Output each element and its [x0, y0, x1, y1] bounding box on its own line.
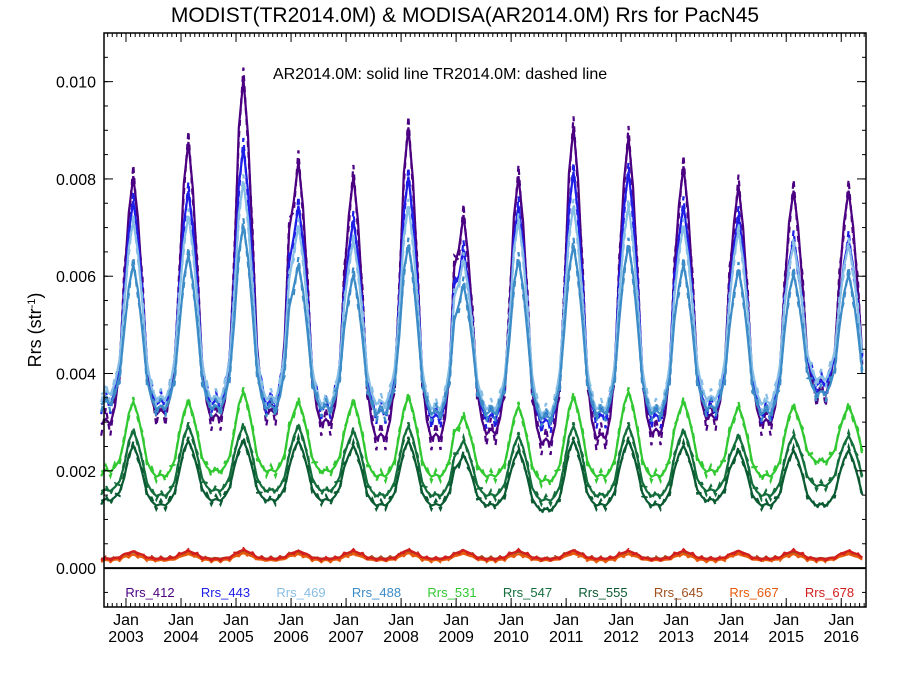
legend-entry-rrs-555: Rrs_555 — [578, 585, 627, 600]
legend-entry-rrs-678: Rrs_678 — [805, 585, 854, 600]
y-tick-label: 0.010 — [56, 75, 96, 92]
x-tick-year-label: 2007 — [328, 629, 364, 646]
x-tick-month-label: Jan — [663, 612, 689, 629]
y-axis-label-sup: -1 — [26, 299, 38, 309]
x-tick-month-label: Jan — [718, 612, 744, 629]
y-axis-label-main: Rrs (str — [25, 308, 45, 367]
x-tick-year-label: 2015 — [768, 629, 804, 646]
x-tick-month-label: Jan — [498, 612, 524, 629]
x-tick-year-label: 2012 — [603, 629, 639, 646]
x-tick-year-label: 2006 — [273, 629, 309, 646]
y-tick-label: 0.006 — [56, 269, 96, 286]
x-tick-year-label: 2010 — [493, 629, 529, 646]
x-tick-month-label: Jan — [113, 612, 139, 629]
x-tick-year-label: 2014 — [713, 629, 749, 646]
x-tick-month-label: Jan — [388, 612, 414, 629]
legend-entry-rrs-443: Rrs_443 — [201, 585, 250, 600]
chart-title: MODIST(TR2014.0M) & MODISA(AR2014.0M) Rr… — [171, 4, 759, 27]
x-tick-year-label: 2011 — [549, 629, 584, 646]
series-line-rrs-469-dashed — [100, 174, 864, 422]
x-tick-month-label: Jan — [828, 612, 854, 629]
x-tick-year-label: 2003 — [108, 629, 144, 646]
plot-frame — [103, 32, 867, 608]
series-line-rrs-547-solid — [100, 423, 864, 503]
x-tick-year-label: 2008 — [383, 629, 419, 646]
legend-entry-rrs-645: Rrs_645 — [654, 585, 703, 600]
legend-entry-rrs-531: Rrs_531 — [427, 585, 476, 600]
series-line-rrs-488-dashed — [100, 218, 864, 427]
x-tick-month-label: Jan — [223, 612, 249, 629]
line-style-annotation: AR2014.0M: solid line TR2014.0M: dashed … — [273, 66, 607, 83]
series-line-rrs-443-solid — [100, 147, 864, 427]
legend-entry-rrs-667: Rrs_667 — [729, 585, 778, 600]
x-tick-year-label: 2016 — [823, 629, 859, 646]
legend-entry-rrs-412: Rrs_412 — [125, 585, 174, 600]
legend: Rrs_412 Rrs_443 Rrs_469 Rrs_488 Rrs_531 Rrs_5… — [125, 585, 854, 600]
legend-entry-rrs-547: Rrs_547 — [503, 585, 552, 600]
series-line-rrs-547-dashed — [100, 422, 864, 508]
x-tick-month-label: Jan — [773, 612, 799, 629]
legend-entry-rrs-488: Rrs_488 — [352, 585, 401, 600]
y-tick-label: 0.002 — [56, 464, 96, 481]
axis-layer: 0.0000.0020.0040.0060.0080.010Jan2003Jan… — [56, 33, 866, 646]
y-axis-label-close: ) — [25, 293, 45, 299]
x-tick-month-label: Jan — [443, 612, 469, 629]
x-tick-month-label: Jan — [168, 612, 194, 629]
x-tick-year-label: 2004 — [163, 629, 199, 646]
series-line-rrs-531-dashed — [100, 387, 864, 490]
series-line-rrs-555-solid — [100, 437, 864, 512]
y-axis-label: Rrs (str-1) — [25, 293, 45, 368]
series-line-rrs-678-dashed — [100, 546, 864, 563]
x-tick-year-label: 2009 — [438, 629, 474, 646]
x-tick-year-label: 2005 — [218, 629, 254, 646]
x-tick-month-label: Jan — [553, 612, 579, 629]
y-tick-label: 0.004 — [56, 367, 96, 384]
y-tick-label: 0.000 — [56, 561, 96, 578]
series-line-rrs-531-solid — [100, 388, 864, 483]
x-tick-month-label: Jan — [278, 612, 304, 629]
x-tick-year-label: 2013 — [658, 629, 694, 646]
series-layer — [100, 67, 864, 564]
x-tick-month-label: Jan — [608, 612, 634, 629]
x-tick-month-label: Jan — [333, 612, 359, 629]
legend-entry-rrs-469: Rrs_469 — [276, 585, 325, 600]
y-tick-label: 0.008 — [56, 172, 96, 189]
